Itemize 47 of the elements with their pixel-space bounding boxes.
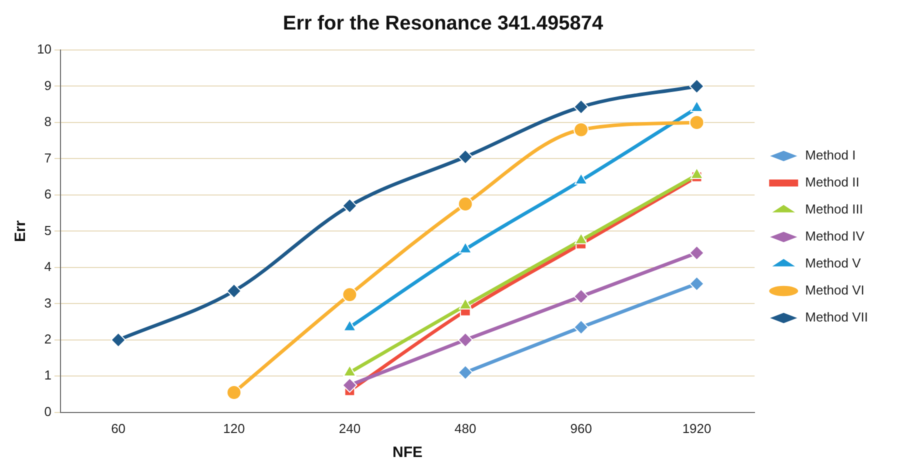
legend-label: Method I [805, 148, 856, 163]
y-tick-label: 10 [36, 42, 52, 57]
y-tick-label: 7 [44, 150, 52, 166]
y-tick-label: 4 [44, 259, 52, 274]
point [574, 320, 589, 335]
legend-label: Method V [805, 256, 862, 271]
point [574, 122, 589, 138]
y-tick-label: 3 [44, 295, 52, 310]
point [343, 365, 356, 377]
chart-title: Err for the Resonance 341.495874 [282, 12, 604, 35]
y-tick-label: 5 [44, 222, 52, 238]
point [689, 245, 704, 260]
x-tick-label: 240 [338, 420, 361, 436]
point [574, 99, 589, 114]
point [110, 332, 126, 348]
point [689, 78, 704, 94]
point [689, 114, 704, 130]
point [342, 378, 358, 393]
y-tick-label: 8 [44, 114, 52, 130]
point [458, 365, 473, 380]
y-tick-label: 2 [44, 332, 52, 346]
legend-label: Method III [805, 202, 863, 217]
x-axis-title: NFE [392, 444, 423, 462]
point [226, 283, 242, 298]
y-axis-title: Err [12, 220, 30, 242]
point [342, 287, 358, 302]
legend-label: Method II [805, 174, 860, 190]
x-tick-label: 1920 [682, 420, 712, 436]
legend-label: Method VII [805, 310, 868, 325]
point [689, 276, 704, 292]
point [458, 196, 473, 212]
point [226, 384, 242, 400]
legend-label: Method VI [805, 282, 864, 298]
x-tick-label: 120 [223, 420, 245, 436]
y-tick-label: 9 [44, 78, 52, 93]
point [690, 168, 704, 180]
y-tick-label: 6 [44, 186, 52, 202]
x-tick-label: 480 [454, 420, 476, 436]
x-tick-label: 960 [570, 420, 592, 436]
x-tick-label: 60 [111, 420, 126, 436]
y-tick-label: 1 [44, 368, 52, 383]
point [458, 332, 473, 348]
point [342, 198, 358, 214]
legend-label: Method IV [805, 228, 865, 244]
point [574, 288, 589, 304]
point [458, 149, 473, 164]
y-tick-label: 0 [44, 404, 52, 419]
